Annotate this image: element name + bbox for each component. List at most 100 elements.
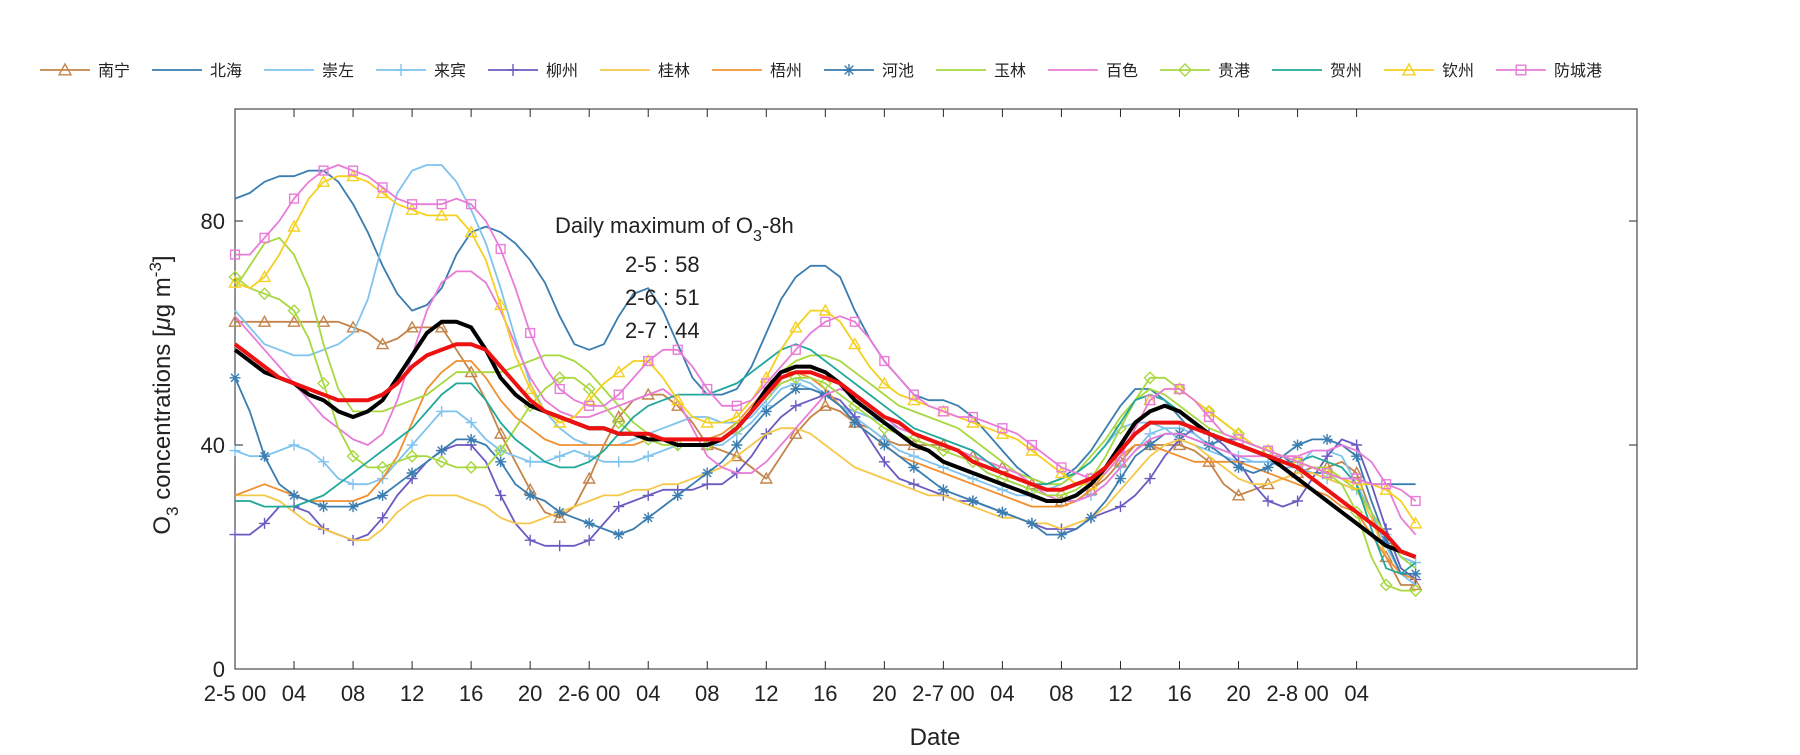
marker-plus [406,439,418,451]
marker-triangle [818,303,833,316]
marker-diamond [494,444,508,458]
marker-triangle [228,275,242,288]
marker-plus [613,456,625,468]
series-line [235,427,1416,581]
x-tick-label: 04 [1344,681,1368,706]
marker-plus [259,517,271,529]
plot-area-border [234,108,1638,670]
marker-square [1026,439,1038,451]
marker-plus [1144,473,1156,485]
marker-plus [583,534,595,546]
y-tick-label: 0 [213,657,225,682]
annotation-line-3: 2-7 : 44 [625,318,700,343]
annotation-title-main: Daily maximum of O [555,213,753,238]
marker-triangle [316,314,331,327]
marker-diamond [1409,584,1423,598]
marker-triangle [287,219,301,232]
series-average-15 [233,342,1417,559]
marker-triangle [612,365,626,378]
marker-diamond [612,416,626,430]
marker-star [1321,433,1333,445]
series-崇左 [234,164,1417,586]
marker-square [1410,495,1421,507]
marker-plus [1410,557,1422,569]
marker-star [613,529,625,541]
legend-item: 玉林 [936,62,1026,80]
series-line [234,236,1417,569]
marker-star [347,501,359,513]
marker-star [1292,439,1304,451]
y-axis-title-superscript: -3 [146,262,165,277]
marker-plus [524,456,536,468]
marker-star [672,489,684,501]
marker-square [1321,467,1333,479]
marker-plus [908,478,920,490]
legend-item: 贺州 [1272,62,1362,80]
marker-plus [395,64,407,76]
marker-triangle [287,314,301,327]
annotation-title-sub: 3 [753,228,762,245]
series-line [233,342,1417,559]
x-axis: 2-5 00 04 08 12 16 20 2-6 00 04 08 12 16 20 2-7 00 04… [204,109,1369,706]
legend-label: 来宾 [434,62,466,80]
marker-square [466,199,477,210]
marker-plus [613,501,625,513]
legend-label: 崇左 [322,62,354,80]
marker-triangle [730,410,744,423]
series-河池 [229,372,1422,580]
legend-label: 梧州 [770,62,802,80]
marker-square [790,344,801,355]
x-tick-label: 20 [518,681,542,706]
series-防城港 [229,164,1421,507]
marker-square [1381,479,1392,490]
marker-star [1351,450,1363,462]
marker-plus [377,512,389,524]
series-line [235,164,1417,502]
series-百色 [234,270,1417,536]
marker-square [702,383,713,395]
marker-plus [790,400,802,412]
y-axis-title: O3 concentrations [μg m-3] [146,255,182,534]
marker-star [465,433,477,445]
marker-plus [583,450,595,462]
marker-triangle [759,471,773,484]
series-柳州 [229,389,1422,585]
marker-triangle [493,298,508,311]
legend-item: 崇左 [264,62,354,80]
marker-star [406,467,418,479]
marker-diamond [435,455,449,469]
marker-plus [554,450,566,462]
marker-triangle [1379,550,1393,563]
marker-star [1114,473,1126,485]
marker-star [967,495,979,507]
marker-star [1410,568,1422,580]
marker-diamond [376,460,390,474]
marker-star [259,450,271,462]
legend-item: 钦州 [1384,62,1474,80]
legend-item: 南宁 [40,62,130,80]
marker-diamond [464,460,478,474]
marker-square [377,182,388,193]
marker-star [583,517,595,529]
y-axis-title-concentrations: concentrations [ [149,330,176,506]
marker-plus [701,478,713,490]
marker-plus [1114,501,1126,513]
marker-diamond [287,304,301,318]
marker-square [495,243,506,255]
marker-diamond [1178,63,1192,77]
x-tick-label: 2-5 00 [204,681,266,706]
marker-square [938,406,949,417]
marker-triangle [848,337,862,350]
marker-triangle [1231,488,1246,501]
marker-plus [1262,495,1274,507]
marker-plus [229,529,241,541]
x-tick-label: 12 [754,681,778,706]
legend: 南宁 北海 崇左 来宾 柳州 桂林 梧州 河池 玉林 百色 贵港 贺州 钦州 防城港 [40,62,1602,80]
marker-square [584,400,595,411]
marker-plus [347,478,359,490]
legend-label: 桂林 [658,62,690,80]
marker-star [229,372,241,384]
x-tick-label: 2-8 00 [1266,681,1328,706]
x-tick-label: 20 [1226,681,1250,706]
marker-diamond [1113,421,1127,435]
